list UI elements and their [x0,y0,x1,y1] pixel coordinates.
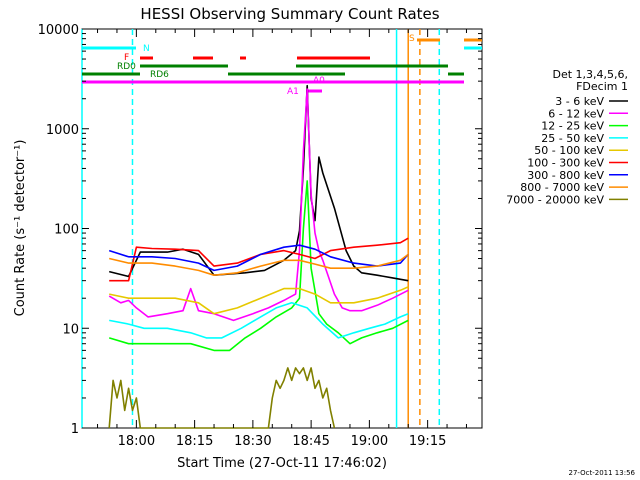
legend-label-8: 7000 - 20000 keV [506,193,604,206]
series-line-4 [109,286,409,315]
series-line-3 [109,301,409,339]
flag-label-a1: A1 [287,87,299,97]
x-tick-label-1: 18:15 [176,434,213,449]
flag-label-a0: A0 [313,76,325,86]
y-tick-label-0: 1 [71,422,79,437]
legend-label-2: 12 - 25 keV [541,120,604,133]
legend-label-0: 3 - 6 keV [555,95,604,108]
series-line-7 [109,253,409,277]
x-axis-label: Start Time (27-Oct-11 17:46:02) [177,456,387,471]
x-tick-label-0: 18:00 [118,434,155,449]
legend-header-0: Det 1,3,4,5,6, [552,68,628,81]
flag-label-s: S [409,34,415,44]
series-line-6 [108,244,409,272]
legend-label-7: 800 - 7000 keV [520,181,604,194]
y-tick-label-4: 10000 [38,23,79,38]
flag-label-rd6: RD6 [150,70,169,80]
x-tick-label-5: 19:15 [409,434,446,449]
legend-label-3: 25 - 50 keV [541,132,604,145]
series-line-1 [108,88,409,322]
legend-label-1: 6 - 12 keV [548,107,604,120]
axes-group: 1 10 100 1000 10000 18:00 18:15 18:30 18:45 19:00… [38,23,482,449]
x-tick-label-2: 18:30 [234,434,271,449]
y-tick-label-3: 1000 [46,123,79,138]
timestamp-label: 27-Oct-2011 13:56 [569,469,636,477]
series-line-5 [109,237,409,282]
legend-label-5: 100 - 300 keV [527,157,604,170]
flag-label-rd0: RD0 [117,62,136,72]
y-tick-label-2: 100 [54,223,79,238]
y-axis-label: Count Rate (s⁻¹ detector⁻¹) [13,140,28,317]
legend-label-4: 50 - 100 keV [534,144,604,157]
mode-vlines [81,29,441,428]
plot-frame [81,28,483,429]
legend-label-6: 300 - 800 keV [527,169,604,182]
y-tick-label-1: 10 [62,322,79,337]
flag-label-n: N [143,44,150,54]
legend-header-1: FDecim 1 [576,80,628,93]
flag-label-f: F [124,53,129,63]
series-line-0 [109,84,409,282]
x-tick-label-4: 19:00 [351,434,388,449]
series-line-2 [108,180,409,352]
x-tick-label-3: 18:45 [292,434,329,449]
series-line-8 [108,367,336,429]
chart-title: HESSI Observing Summary Count Rates [140,5,439,23]
series-group [108,84,409,429]
